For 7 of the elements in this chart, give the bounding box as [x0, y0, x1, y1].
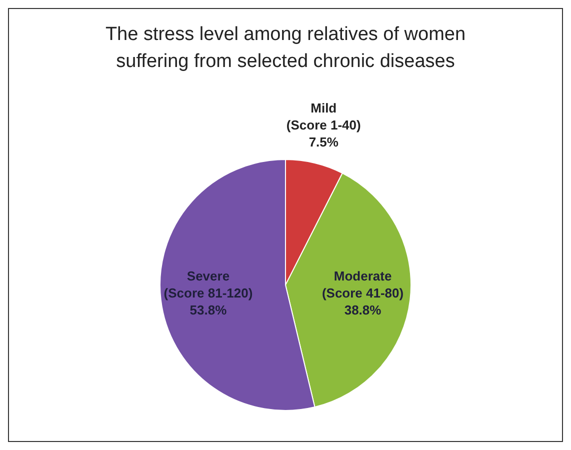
- slice-label: Mild (Score 1-40): [286, 100, 361, 133]
- data-label: 53.8%: [190, 302, 228, 318]
- slice-label: Moderate (Score 41-80): [322, 268, 404, 301]
- data-label: 7.5%: [308, 134, 339, 150]
- chart-title: The stress level among relatives of women suffering from selected chronic diseases: [104, 23, 467, 74]
- data-label: 38.8%: [344, 302, 382, 318]
- slice-label: Severe (Score 81-120): [164, 268, 253, 301]
